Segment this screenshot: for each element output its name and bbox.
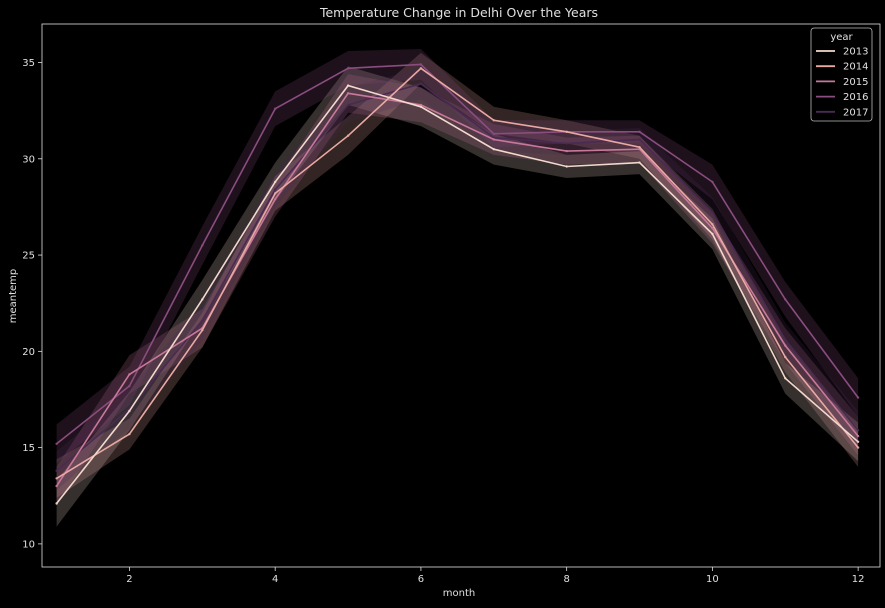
plot-frame <box>41 23 881 568</box>
band-2015 <box>56 74 859 506</box>
data-point-2014-12 <box>856 446 860 449</box>
data-point-2013-6 <box>419 105 423 109</box>
legend-label-2013: 2013 <box>843 47 868 58</box>
x-tick-label: 4 <box>272 574 278 585</box>
data-point-2017-1 <box>55 469 58 472</box>
data-point-2017-11 <box>784 338 787 341</box>
data-point-2017-3 <box>201 319 204 322</box>
x-tick-label: 12 <box>852 574 865 585</box>
series-line-2013 <box>55 84 859 504</box>
data-point-2014-3 <box>201 329 204 332</box>
x-axis-label: month <box>443 588 475 599</box>
y-tick-label: 10 <box>22 539 35 550</box>
y-tick-label: 35 <box>22 58 35 69</box>
data-point-2017-9 <box>638 138 641 141</box>
data-point-2016-12 <box>856 396 860 399</box>
data-point-2015-10 <box>711 226 714 230</box>
data-point-2013-1 <box>55 502 58 505</box>
data-point-2015-1 <box>55 484 58 488</box>
y-tick-label: 20 <box>22 347 35 358</box>
legend-label-2015: 2015 <box>843 77 868 88</box>
series-line-2014 <box>56 67 859 480</box>
data-point-2014-9 <box>638 146 641 149</box>
data-point-2014-7 <box>492 119 495 122</box>
data-point-2016-2 <box>128 384 131 388</box>
data-point-2015-7 <box>492 138 495 141</box>
data-point-2015-8 <box>565 149 568 153</box>
data-point-2016-1 <box>55 442 58 445</box>
legend-label-2014: 2014 <box>843 62 868 73</box>
data-point-2014-10 <box>711 223 714 226</box>
data-point-2017-7 <box>492 136 495 139</box>
data-point-2014-6 <box>419 67 423 70</box>
data-point-2015-12 <box>856 434 860 438</box>
data-point-2015-2 <box>128 373 131 376</box>
data-point-2013-2 <box>128 409 131 413</box>
x-tick-label: 8 <box>563 574 569 585</box>
data-point-2016-11 <box>784 298 787 301</box>
data-point-2015-5 <box>346 92 350 95</box>
data-point-2013-12 <box>856 440 860 443</box>
data-point-2013-4 <box>274 180 277 184</box>
data-point-2013-5 <box>346 84 350 87</box>
legend-label-2016: 2016 <box>843 92 868 103</box>
data-point-2013-8 <box>565 165 568 168</box>
data-point-2016-6 <box>419 63 423 66</box>
legend-title: year <box>830 32 853 43</box>
data-point-2017-6 <box>419 82 423 85</box>
data-point-2016-4 <box>274 107 277 110</box>
data-point-2017-10 <box>711 211 714 214</box>
x-tick-label: 2 <box>126 574 132 585</box>
data-point-2017-5 <box>346 103 350 107</box>
data-point-2013-3 <box>201 298 204 301</box>
data-point-2014-4 <box>274 192 277 195</box>
data-point-2014-11 <box>784 355 787 359</box>
data-point-2016-9 <box>638 130 641 133</box>
y-tick-label: 25 <box>22 251 35 262</box>
data-point-2014-2 <box>128 432 131 436</box>
data-point-2013-10 <box>711 232 714 236</box>
y-tick-label: 30 <box>22 154 35 165</box>
series-lines <box>55 63 860 505</box>
series-line-2016 <box>56 63 859 445</box>
data-point-2013-7 <box>492 148 495 151</box>
data-point-2016-3 <box>201 244 204 247</box>
data-point-2013-11 <box>784 377 787 380</box>
data-point-2015-4 <box>274 198 277 201</box>
legend-label-2017: 2017 <box>843 107 868 118</box>
legend: year 2013 2014 2015 2016 2017 <box>810 27 873 122</box>
data-point-2014-1 <box>55 477 58 480</box>
axes: 2 4 6 8 10 12 10 15 20 25 30 35 <box>22 23 881 585</box>
data-point-2016-5 <box>346 67 350 70</box>
data-point-2015-6 <box>419 103 423 107</box>
band-2016 <box>56 49 859 463</box>
data-point-2013-9 <box>638 161 641 164</box>
y-axis-label: meantemp <box>8 269 19 324</box>
data-point-2017-4 <box>274 188 277 191</box>
data-point-2016-7 <box>492 132 495 135</box>
y-tick-label: 15 <box>22 443 35 454</box>
data-point-2016-10 <box>711 180 714 184</box>
data-point-2017-12 <box>856 429 860 432</box>
data-point-2014-5 <box>346 134 350 137</box>
data-point-2014-8 <box>565 130 568 133</box>
chart-title: Temperature Change in Delhi Over the Yea… <box>319 5 598 20</box>
x-tick-label: 6 <box>418 574 424 585</box>
data-point-2015-11 <box>784 344 787 347</box>
x-tick-label: 10 <box>706 574 719 585</box>
data-point-2017-8 <box>565 142 568 145</box>
band-2017 <box>56 68 859 491</box>
band-2014 <box>56 52 859 498</box>
